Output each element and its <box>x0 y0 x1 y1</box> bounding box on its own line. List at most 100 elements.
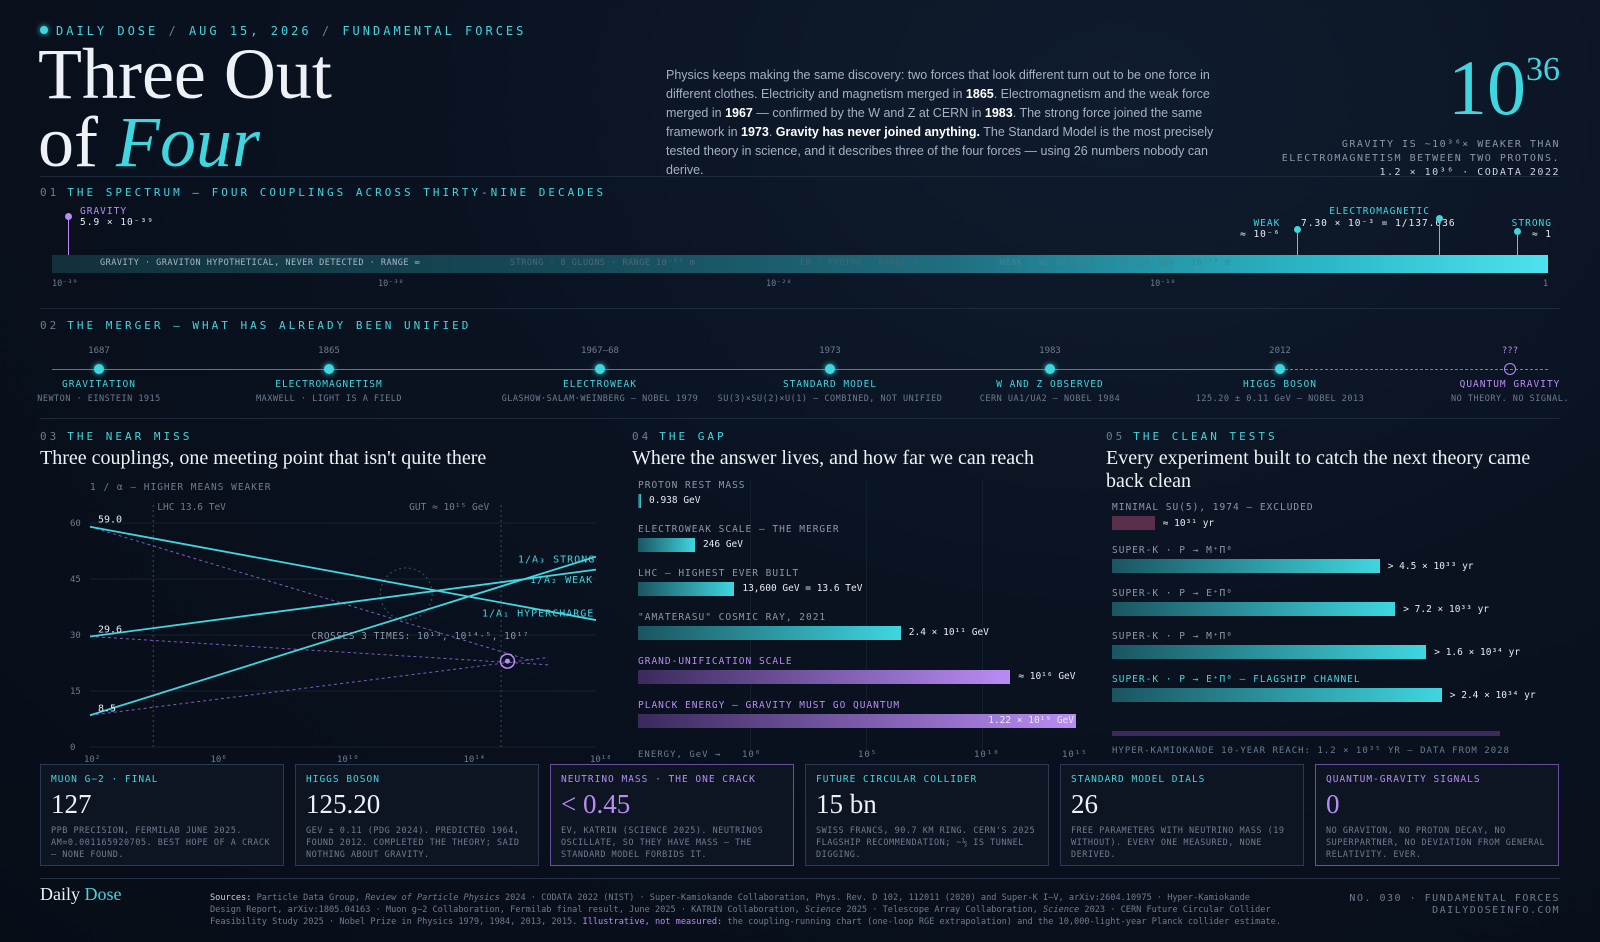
gap-bar-value: 246 GeV <box>702 539 743 550</box>
big-stat-base: 10 <box>1448 44 1526 131</box>
stat-card: HIGGS BOSON 125.20 GEV ± 0.11 (PDG 2024). … <box>295 764 539 866</box>
gap-bar-label: GRAND-UNIFICATION SCALE <box>638 656 793 667</box>
test-bar <box>1112 688 1442 702</box>
x-tick-label: 10¹⁸ <box>590 755 610 765</box>
test-bar-value: > 4.5 × 10³³ yr <box>1387 561 1474 572</box>
timeline-event-name: ELECTROWEAK <box>563 379 637 390</box>
stat-card-title: QUANTUM-GRAVITY SIGNALS <box>1326 774 1481 785</box>
timeline-ring-icon <box>1504 363 1516 375</box>
spectrum-marker-em: ELECTROMAGNETIC <box>1329 206 1430 217</box>
y-tick-label: 30 <box>70 631 81 641</box>
title-line-1: Three Out <box>38 34 332 114</box>
timeline-event-sub: GLASHOW·SALAM·WEINBERG — NOBEL 1979 <box>501 394 699 404</box>
spectrum-marker-gravity: GRAVITY 5.9 × 10⁻³⁹ <box>64 206 154 255</box>
timeline-event-sub: NEWTON · EINSTEIN 1915 <box>37 394 161 404</box>
gap-bar-value: 13,600 GeV = 13.6 TeV <box>742 583 863 594</box>
footer-issue: NO. 030 · FUNDAMENTAL FORCES DAILYDOSEIN… <box>1349 893 1560 916</box>
gap-heading: Where the answer lives, and how far we c… <box>632 447 1035 469</box>
live-dot-icon <box>40 26 48 34</box>
gap-grid-line <box>866 480 867 750</box>
masthead-brand: DAILY DOSE <box>56 24 159 38</box>
lhc-label: LHC 13.6 TeV <box>157 502 226 513</box>
weak-dot-icon <box>1294 226 1301 233</box>
stat-card-title: HIGGS BOSON <box>306 774 380 785</box>
y-tick-label: 45 <box>70 575 81 585</box>
page-title: Three Out of Four <box>38 34 332 178</box>
spectrum-bar: GRAVITY · GRAVITON HYPOTHETICAL, NEVER D… <box>52 255 1548 273</box>
y-tick-label: 0 <box>70 743 75 753</box>
hyperk-reach-bar <box>1112 731 1500 736</box>
gap-bar <box>638 714 1076 728</box>
start-value-weak: 29.6 <box>98 624 122 635</box>
stat-card-desc: GEV ± 0.11 (PDG 2024). PREDICTED 1964, F… <box>306 826 520 860</box>
spectrum-bar-weak: WEAK · W± 80.369, Z⁰ 91.188 GeV · 10⁻¹⁸ … <box>1000 258 1231 268</box>
x-tick-label: 10² <box>84 755 100 765</box>
gap-bar-value: ≈ 10¹⁶ GeV <box>1018 671 1076 682</box>
stat-card-value: 0 <box>1326 789 1340 819</box>
stat-card: NEUTRINO MASS · THE ONE CRACK < 0.45 EV, K… <box>550 764 794 866</box>
test-bar-label: SUPER-K · P → E⁺Π⁰ — FLAGSHIP CHANNEL <box>1112 674 1361 685</box>
timeline-dot-icon <box>595 364 605 374</box>
timeline-year: 1967–68 <box>581 346 619 356</box>
timeline-dot-icon <box>324 364 334 374</box>
footer-site-link[interactable]: DAILYDOSEINFO.COM <box>1432 905 1560 916</box>
nearmiss-heading: Three couplings, one meeting point that … <box>40 447 487 469</box>
stat-card-value: 125.20 <box>306 789 381 819</box>
crossing-note: CROSSES 3 TIMES: 10¹³, 10¹⁴·⁵, 10¹⁷ <box>311 631 529 642</box>
stat-card-desc: SWISS FRANCS, 90.7 KM RING. CERN'S 2025 … <box>816 826 1036 860</box>
gut-label: GUT ≈ 10¹⁵ GeV <box>409 502 489 513</box>
stat-card-value: 26 <box>1071 789 1098 819</box>
stat-card-title: FUTURE CIRCULAR COLLIDER <box>816 774 978 785</box>
spectrum-marker-weak: WEAK ≈ 10⁻⁶ <box>1240 218 1281 240</box>
spectrum-ticks: 10⁻³⁹ 10⁻³⁰ 10⁻²⁰ 10⁻¹⁰ 1 <box>52 279 1549 289</box>
timeline-event-name: QUANTUM GRAVITY <box>1459 379 1561 390</box>
timeline-event-name: HIGGS BOSON <box>1243 379 1317 390</box>
test-bar-value: > 1.6 × 10³⁴ yr <box>1434 647 1521 658</box>
gap-bar-value: 0.938 GeV <box>649 495 701 506</box>
test-bar-value: > 2.4 × 10³⁴ yr <box>1449 690 1536 701</box>
gap-bar-label: ELECTROWEAK SCALE — THE MERGER <box>638 524 840 535</box>
stat-card-desc: PPB PRECISION, FERMILAB JUNE 2025. Aμ=0.… <box>51 826 271 860</box>
timeline-line-future <box>1280 369 1548 370</box>
timeline-year: 1973 <box>819 346 841 356</box>
start-value-hypercharge: 59.0 <box>98 515 122 526</box>
x-tick-label: 10¹⁰ <box>337 755 359 765</box>
timeline-year: 1687 <box>88 346 110 356</box>
gap-bar <box>638 582 735 596</box>
timeline-event-sub: CERN UA1/UA2 — NOBEL 1984 <box>979 394 1121 404</box>
test-bar <box>1112 602 1396 616</box>
x-tick-label: 10⁶ <box>211 755 227 765</box>
extrap-hypercharge-line <box>89 526 533 662</box>
stat-card-value: 15 bn <box>816 789 877 819</box>
tests-heading: Every experiment built to catch the next… <box>1106 447 1531 492</box>
strong-dot-icon <box>1514 228 1521 235</box>
timeline-event-name: STANDARD MODEL <box>782 379 878 390</box>
em-dot-icon <box>1436 215 1443 222</box>
extrap-strong-line <box>89 656 549 716</box>
stat-card-value: < 0.45 <box>561 789 631 819</box>
timeline-year: 1983 <box>1039 346 1061 356</box>
timeline-dot-icon <box>1275 364 1285 374</box>
gap-grid-line <box>750 480 751 750</box>
test-bar <box>1112 645 1427 659</box>
timeline-year: ??? <box>1501 346 1519 356</box>
gap-grid-line <box>982 480 983 750</box>
gap-bar-value: 1.22 × 10¹⁹ GeV <box>988 715 1074 726</box>
timeline-event-sub: MAXWELL · LIGHT IS A FIELD <box>255 394 403 404</box>
crossing-ring-icon <box>379 567 433 621</box>
stat-card-title: MUON G−2 · FINAL <box>51 774 159 785</box>
section-gap-kicker: 04 THE GAP <box>632 430 727 443</box>
stat-card: MUON G−2 · FINAL 127 PPB PRECISION, FERMIL… <box>40 764 284 866</box>
gap-bar <box>638 494 641 508</box>
title-of: of <box>38 102 98 182</box>
big-stat: 1036 <box>1448 46 1560 130</box>
stat-card-title: NEUTRINO MASS · THE ONE CRACK <box>561 774 756 785</box>
title-emphasis: Four <box>115 102 260 182</box>
extrap-weak-line <box>89 635 549 666</box>
masthead-date: AUG 15, 2026 <box>188 24 312 38</box>
stat-card: QUANTUM-GRAVITY SIGNALS 0 NO GRAVITON, NO … <box>1315 764 1559 866</box>
gap-bar <box>638 538 695 552</box>
series-line-1 <box>89 568 597 638</box>
spectrum-bar-gravity: GRAVITY · GRAVITON HYPOTHETICAL, NEVER D… <box>100 258 421 268</box>
gap-bar-label: "AMATERASU" COSMIC RAY, 2021 <box>638 612 827 623</box>
